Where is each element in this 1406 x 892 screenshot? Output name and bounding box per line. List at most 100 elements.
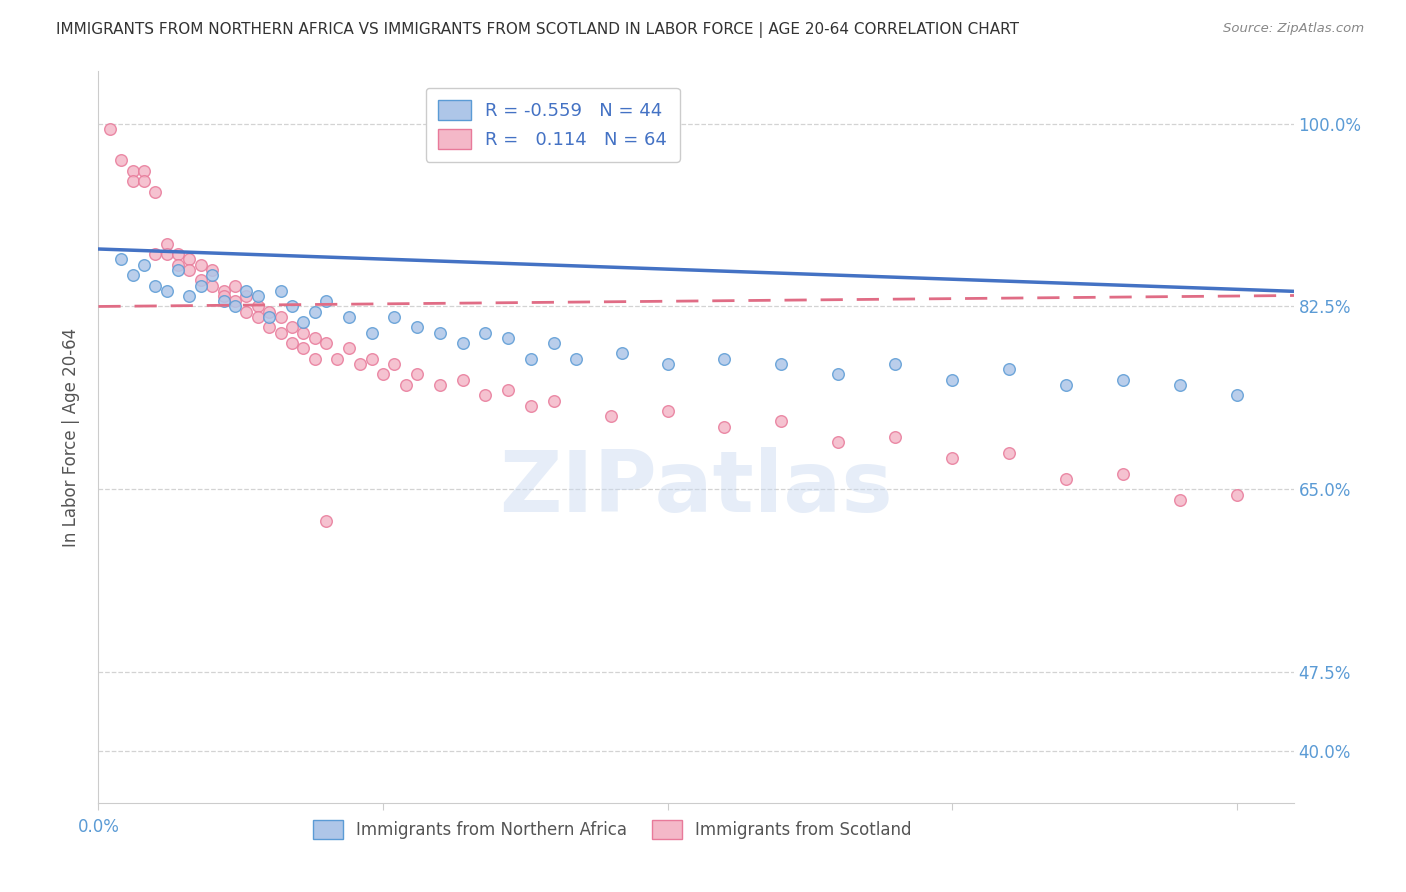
Point	[520, 351, 543, 366]
Point	[360, 326, 382, 340]
Point	[304, 351, 326, 366]
Point	[998, 446, 1021, 460]
Point	[315, 336, 337, 351]
Point	[657, 404, 679, 418]
Point	[713, 351, 735, 366]
Point	[520, 399, 543, 413]
Point	[179, 263, 201, 277]
Point	[884, 430, 907, 444]
Point	[304, 331, 326, 345]
Point	[121, 174, 143, 188]
Point	[190, 273, 212, 287]
Point	[281, 336, 304, 351]
Point	[543, 336, 565, 351]
Point	[599, 409, 621, 424]
Point	[292, 326, 315, 340]
Point	[98, 121, 121, 136]
Point	[713, 419, 735, 434]
Point	[224, 300, 246, 314]
Point	[270, 284, 292, 298]
Point	[235, 289, 257, 303]
Point	[143, 278, 166, 293]
Point	[451, 373, 474, 387]
Point	[257, 310, 280, 324]
Point	[246, 300, 269, 314]
Point	[1112, 467, 1135, 481]
Point	[257, 304, 280, 318]
Y-axis label: In Labor Force | Age 20-64: In Labor Force | Age 20-64	[62, 327, 80, 547]
Point	[1054, 472, 1077, 486]
Legend: Immigrants from Northern Africa, Immigrants from Scotland: Immigrants from Northern Africa, Immigra…	[307, 814, 918, 846]
Point	[132, 258, 155, 272]
Point	[156, 284, 179, 298]
Point	[143, 247, 166, 261]
Point	[179, 289, 201, 303]
Point	[315, 294, 337, 309]
Point	[337, 341, 360, 355]
Point	[1226, 487, 1249, 501]
Point	[770, 357, 793, 371]
Point	[212, 289, 235, 303]
Point	[110, 153, 132, 168]
Point	[270, 326, 292, 340]
Point	[941, 373, 963, 387]
Point	[235, 304, 257, 318]
Point	[235, 284, 257, 298]
Point	[246, 310, 269, 324]
Point	[382, 357, 405, 371]
Point	[110, 252, 132, 267]
Point	[143, 185, 166, 199]
Point	[292, 315, 315, 329]
Point	[474, 326, 496, 340]
Point	[156, 247, 179, 261]
Point	[167, 258, 190, 272]
Point	[371, 368, 394, 382]
Text: ZIPatlas: ZIPatlas	[499, 447, 893, 530]
Point	[224, 294, 246, 309]
Point	[201, 263, 224, 277]
Point	[315, 514, 337, 528]
Point	[121, 163, 143, 178]
Point	[257, 320, 280, 334]
Point	[281, 300, 304, 314]
Point	[224, 278, 246, 293]
Point	[201, 278, 224, 293]
Point	[941, 450, 963, 465]
Point	[382, 310, 405, 324]
Point	[406, 320, 429, 334]
Point	[1112, 373, 1135, 387]
Point	[395, 377, 418, 392]
Point	[121, 268, 143, 282]
Point	[770, 414, 793, 428]
Point	[349, 357, 371, 371]
Point	[190, 278, 212, 293]
Point	[156, 236, 179, 251]
Point	[1168, 377, 1191, 392]
Point	[1054, 377, 1077, 392]
Point	[132, 174, 155, 188]
Point	[212, 284, 235, 298]
Point	[827, 435, 849, 450]
Point	[496, 383, 519, 397]
Point	[406, 368, 429, 382]
Point	[827, 368, 849, 382]
Point	[543, 393, 565, 408]
Text: Source: ZipAtlas.com: Source: ZipAtlas.com	[1223, 22, 1364, 36]
Point	[565, 351, 588, 366]
Point	[496, 331, 519, 345]
Point	[167, 247, 190, 261]
Point	[201, 268, 224, 282]
Point	[429, 377, 451, 392]
Point	[657, 357, 679, 371]
Point	[246, 289, 269, 303]
Point	[451, 336, 474, 351]
Point	[998, 362, 1021, 376]
Point	[281, 320, 304, 334]
Point	[610, 346, 633, 360]
Point	[1226, 388, 1249, 402]
Point	[1168, 492, 1191, 507]
Point	[360, 351, 382, 366]
Point	[179, 252, 201, 267]
Point	[337, 310, 360, 324]
Point	[190, 258, 212, 272]
